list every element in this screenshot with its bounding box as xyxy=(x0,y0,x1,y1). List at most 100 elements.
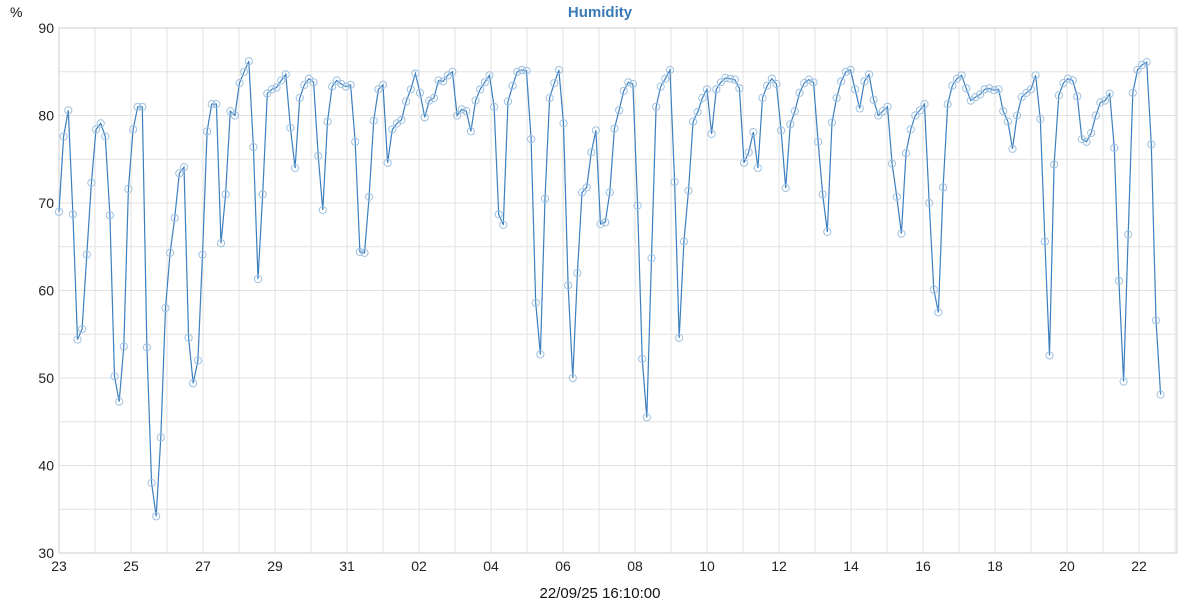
x-tick-label: 27 xyxy=(195,558,211,574)
data-point xyxy=(369,116,378,125)
data-point xyxy=(851,85,860,94)
data-point xyxy=(115,397,124,406)
data-point xyxy=(911,111,920,120)
data-point xyxy=(267,85,276,94)
data-point xyxy=(744,148,753,157)
data-point xyxy=(841,67,851,76)
data-point xyxy=(1142,58,1151,67)
data-point xyxy=(559,119,568,128)
data-point xyxy=(517,65,527,75)
data-point xyxy=(476,85,485,94)
x-tick-label: 04 xyxy=(483,558,499,574)
data-point xyxy=(1059,79,1068,88)
data-point xyxy=(647,254,656,263)
x-tick-label: 20 xyxy=(1059,558,1075,574)
data-point xyxy=(610,124,619,133)
data-point xyxy=(355,247,364,257)
data-point xyxy=(1008,144,1017,153)
data-point xyxy=(434,76,443,85)
data-point xyxy=(119,342,128,351)
data-point xyxy=(351,137,360,146)
x-tick-label: 12 xyxy=(771,558,787,574)
data-point xyxy=(216,239,226,248)
data-point xyxy=(832,93,841,103)
data-point xyxy=(494,210,503,219)
data-point xyxy=(258,190,267,199)
data-point xyxy=(277,76,286,85)
y-axis-unit-label: % xyxy=(10,4,22,20)
data-point xyxy=(1138,60,1147,69)
data-point xyxy=(286,123,295,132)
y-tick-label: 60 xyxy=(38,283,54,299)
data-point xyxy=(684,186,693,195)
data-point xyxy=(934,308,943,317)
data-point xyxy=(712,85,721,94)
data-point xyxy=(406,85,415,94)
data-point xyxy=(730,75,739,84)
data-point xyxy=(675,333,684,342)
data-point xyxy=(402,97,411,106)
data-point xyxy=(818,190,827,199)
data-point xyxy=(1128,88,1137,97)
data-point xyxy=(309,78,318,87)
data-point xyxy=(1031,71,1040,80)
data-point xyxy=(777,126,786,135)
data-point xyxy=(624,78,633,87)
data-point xyxy=(110,372,119,381)
data-point xyxy=(920,100,929,109)
plot-border xyxy=(58,27,1178,554)
x-tick-label: 25 xyxy=(123,558,139,574)
data-point xyxy=(527,135,536,144)
data-point xyxy=(374,85,383,94)
data-point xyxy=(1151,316,1161,325)
data-point xyxy=(1082,137,1091,146)
data-point xyxy=(976,90,985,99)
y-axis-ticks: 30 40 50 60 70 80 90 xyxy=(38,20,54,561)
data-point xyxy=(1036,114,1045,124)
data-point xyxy=(948,81,957,90)
data-point xyxy=(337,79,346,89)
data-point xyxy=(101,132,110,141)
y-tick-label: 90 xyxy=(38,20,54,36)
data-point xyxy=(1054,91,1063,100)
data-point xyxy=(943,100,952,109)
y-tick-label: 30 xyxy=(38,545,54,561)
data-point xyxy=(429,93,438,103)
data-point xyxy=(550,79,559,88)
data-point xyxy=(152,512,161,521)
data-point xyxy=(1133,65,1142,75)
data-point xyxy=(1073,92,1082,101)
x-tick-label: 14 xyxy=(843,558,859,574)
data-point xyxy=(689,117,698,126)
data-point xyxy=(869,95,878,104)
data-point xyxy=(133,102,142,111)
data-point xyxy=(1124,230,1133,239)
data-point xyxy=(1050,160,1059,169)
data-point xyxy=(693,107,702,117)
data-point xyxy=(388,125,397,134)
data-point xyxy=(508,81,517,90)
data-point xyxy=(855,104,864,113)
data-point xyxy=(184,333,193,342)
data-point xyxy=(1017,93,1026,102)
data-point xyxy=(471,96,480,105)
data-point xyxy=(679,237,689,246)
data-point xyxy=(323,117,332,126)
y-tick-label: 80 xyxy=(38,108,54,124)
data-point xyxy=(314,151,323,160)
data-point xyxy=(906,125,915,134)
data-point xyxy=(170,213,179,222)
data-point xyxy=(91,125,101,134)
data-point xyxy=(425,96,434,105)
x-tick-label: 18 xyxy=(987,558,1003,574)
data-point xyxy=(129,125,138,134)
data-point xyxy=(767,74,776,83)
data-point xyxy=(781,184,790,193)
data-point xyxy=(253,275,263,284)
data-point xyxy=(786,120,795,129)
data-point xyxy=(1040,237,1050,246)
data-point xyxy=(837,77,846,86)
data-point xyxy=(564,281,573,290)
data-point xyxy=(175,169,184,178)
